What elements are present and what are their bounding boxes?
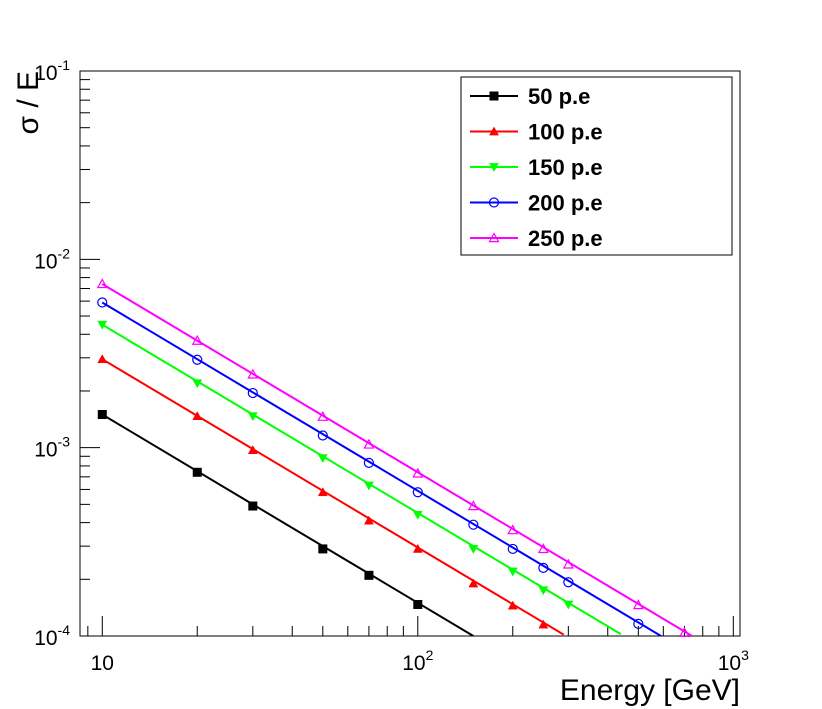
- data-point: [467, 500, 479, 511]
- axis-tick-labels: 10 102 103 10-1 10-2 10-3 10-4: [34, 57, 749, 675]
- fit-line: [101, 413, 474, 636]
- data-point: [192, 467, 202, 477]
- fit-lines: [101, 283, 693, 636]
- fit-line: [101, 323, 622, 636]
- x-tick-label: 103: [718, 647, 749, 675]
- fit-line: [101, 283, 693, 636]
- data-point: [562, 558, 574, 569]
- data-point: [678, 627, 690, 637]
- fit-line: [101, 358, 565, 636]
- fit-line: [101, 301, 663, 636]
- data-point: [192, 411, 203, 421]
- data-point: [317, 410, 329, 421]
- data-point: [363, 438, 375, 449]
- data-point: [507, 600, 518, 610]
- data-point: [412, 510, 423, 520]
- data-point: [247, 387, 258, 399]
- data-point: [317, 487, 328, 497]
- data-point: [412, 487, 423, 498]
- x-axis-title: Energy [GeV]: [560, 674, 740, 707]
- data-point: [192, 379, 203, 389]
- data-point: [97, 320, 108, 330]
- plot-frame: [79, 70, 741, 637]
- legend-marker: [489, 163, 499, 173]
- legend-marker: [489, 126, 499, 136]
- legend-marker: [488, 197, 500, 208]
- axis-ticks: [80, 70, 734, 637]
- data-point: [507, 524, 519, 535]
- data-point: [468, 578, 479, 588]
- data-point: [364, 570, 374, 580]
- data-point: [413, 599, 423, 609]
- legend: 50 p.e 100 p.e 150 p.e 200 p.e 250 p.e: [460, 76, 733, 256]
- data-point: [538, 562, 549, 573]
- data-markers: [96, 278, 690, 637]
- data-point: [538, 619, 549, 629]
- data-point: [412, 467, 424, 478]
- data-point: [412, 543, 423, 553]
- y-tick-label: 10-1: [34, 57, 70, 85]
- data-point: [563, 600, 574, 610]
- data-point: [507, 543, 518, 555]
- data-point: [248, 501, 258, 511]
- data-point: [317, 430, 328, 441]
- legend-label: 50 p.e: [528, 84, 590, 109]
- data-point: [468, 519, 479, 530]
- data-point: [96, 278, 108, 289]
- x-tick-label: 10: [91, 652, 114, 675]
- data-point: [563, 577, 574, 588]
- data-point: [192, 354, 203, 365]
- data-point: [247, 445, 258, 455]
- y-tick-label: 10-2: [34, 245, 70, 273]
- data-point: [247, 412, 258, 422]
- data-point: [468, 545, 479, 554]
- y-tick-label: 10-4: [34, 622, 70, 650]
- legend-marker: [489, 91, 499, 101]
- legend-marker: [488, 232, 500, 243]
- data-point: [97, 410, 107, 420]
- data-point: [191, 334, 203, 345]
- data-point: [97, 354, 108, 364]
- data-point: [363, 481, 374, 491]
- y-axis-title: σ / E: [12, 71, 45, 135]
- data-point: [363, 515, 374, 525]
- data-point: [363, 457, 375, 469]
- data-point: [537, 543, 549, 554]
- data-point: [247, 368, 259, 379]
- legend-label: 150 p.e: [528, 155, 603, 180]
- data-point: [317, 454, 328, 464]
- y-tick-label: 10-3: [34, 434, 70, 462]
- data-point: [318, 544, 328, 554]
- data-point: [538, 586, 549, 596]
- legend-label: 200 p.e: [528, 191, 603, 216]
- data-point: [97, 297, 108, 308]
- legend-label: 250 p.e: [528, 226, 603, 251]
- data-point: [507, 567, 518, 577]
- data-point: [632, 599, 644, 610]
- data-point: [633, 618, 644, 629]
- legend-label: 100 p.e: [528, 120, 603, 145]
- x-tick-label: 102: [402, 647, 433, 675]
